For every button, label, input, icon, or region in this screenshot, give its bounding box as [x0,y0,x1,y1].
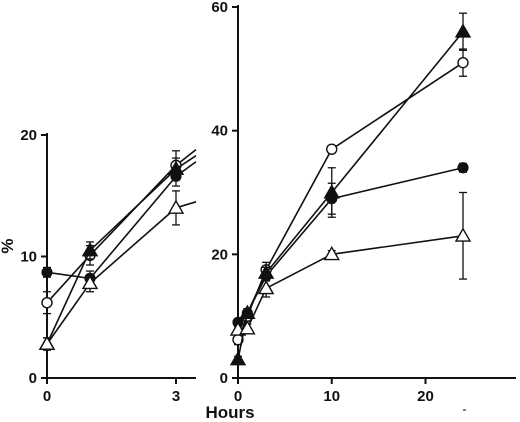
chart-panel-right: 0 20 40 60 0 10 20 Hours [205,0,516,422]
x-tick-label: 20 [417,388,434,405]
data-point-open-triangle [239,320,256,335]
series-line-filled-circle [46,161,197,280]
series-line-open-triangle [46,201,197,345]
x-tick-label: 3 [172,388,180,405]
x-tick-label: 0 [234,388,242,405]
data-point-open-triangle [167,199,185,214]
data-point-filled-triangle [239,304,256,320]
series-line-filled-triangle [237,31,464,360]
chart-panel-left: 0 10 20 0 3% [0,127,197,405]
data-point-open-circle [41,296,53,309]
y-tick-label: 40 [211,123,228,140]
y-tick-label: 20 [20,127,37,144]
x-axis-title: Hours [205,403,254,422]
series-line-open-triangle [237,234,464,331]
y-tick-label: 0 [220,370,228,387]
data-point-open-triangle [81,274,99,290]
data-point-filled-triangle [323,184,340,199]
y-tick-label: 20 [211,246,228,263]
series-line-filled-circle [237,166,464,323]
series-line-open-circle [237,61,464,340]
y-tick-label: 60 [211,0,228,16]
data-point-open-triangle [257,279,275,295]
data-point-filled-triangle [229,351,247,366]
data-point-filled-triangle [257,264,275,279]
y-tick-label: 10 [20,249,37,266]
data-point-filled-triangle [454,23,472,38]
x-tick-label: 10 [323,388,340,405]
data-point-open-triangle [454,227,472,242]
data-point-open-triangle [323,245,340,261]
data-point-open-circle [457,56,469,69]
data-point-open-circle [326,143,338,155]
data-point-filled-circle [457,162,469,174]
x-tick-label: 0 [43,388,51,405]
y-tick-label: 0 [29,370,37,387]
series-line-filled-triangle [46,154,197,345]
data-point-filled-triangle [81,242,99,257]
data-point-filled-triangle [167,160,185,175]
data-point-open-triangle [38,335,56,350]
y-axis-title: % [0,238,17,253]
data-point-filled-circle [41,266,53,278]
